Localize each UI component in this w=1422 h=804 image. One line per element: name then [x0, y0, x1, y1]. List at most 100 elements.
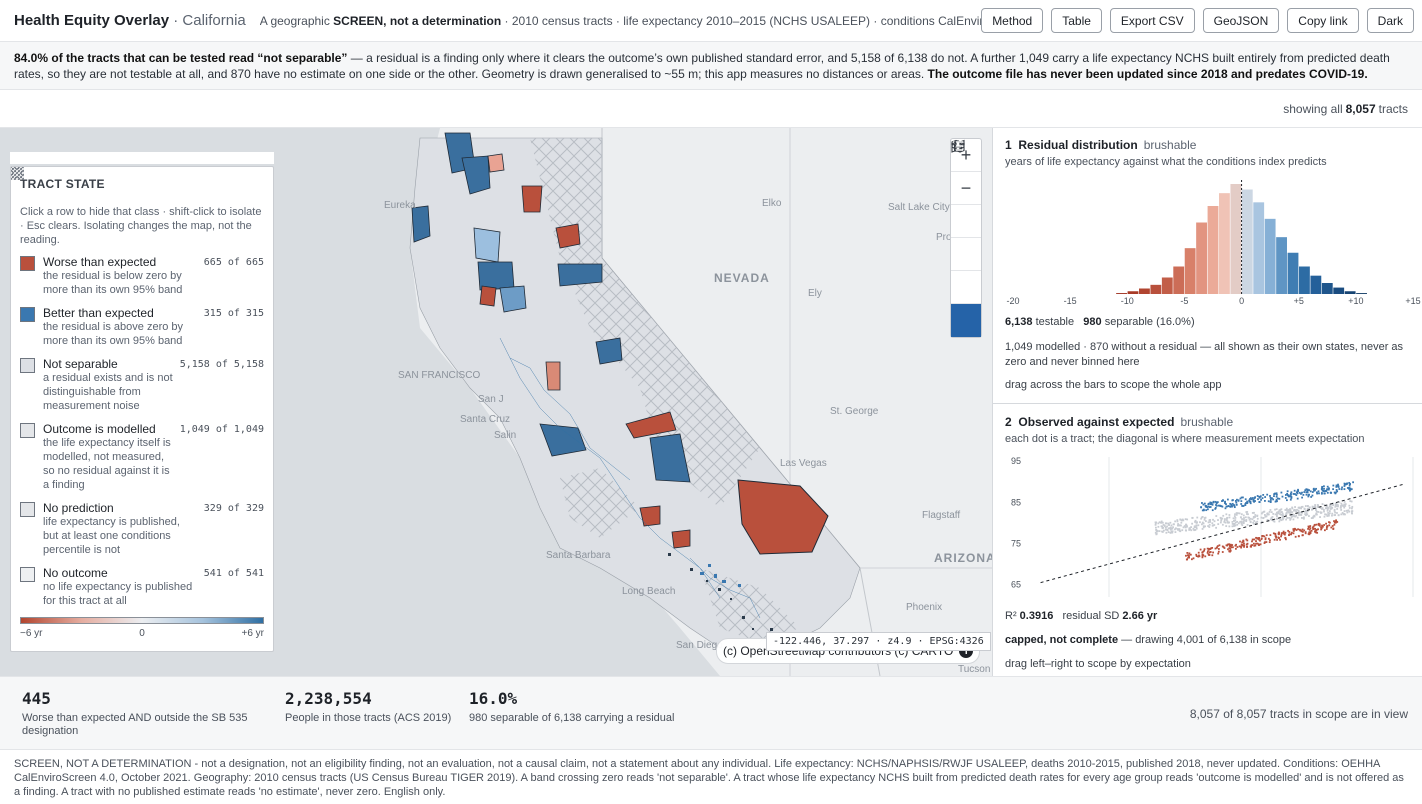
- legend-header-strip: [10, 152, 274, 164]
- basemap-button[interactable]: [951, 139, 981, 304]
- histogram-bar[interactable]: [1344, 291, 1356, 294]
- scatter-point: [1254, 496, 1257, 499]
- scatter-point: [1321, 489, 1324, 492]
- histogram-bar[interactable]: [1253, 202, 1265, 294]
- diagonal-line: [1040, 483, 1406, 584]
- x-tick-label: -10: [1121, 296, 1134, 306]
- histogram-bar[interactable]: [1139, 288, 1150, 295]
- legend-row-no-outcome[interactable]: No outcome no life expectancy is publishe…: [11, 167, 264, 608]
- histogram-bar[interactable]: [1150, 284, 1162, 294]
- histogram-bar[interactable]: [1276, 237, 1287, 294]
- scatter-point: [1304, 489, 1307, 492]
- home-button[interactable]: [951, 140, 981, 238]
- histogram-bar[interactable]: [1333, 287, 1345, 294]
- scatter-point: [1273, 495, 1275, 498]
- scatter-point: [1196, 516, 1199, 519]
- scatter-point: [1317, 524, 1320, 526]
- histogram-bar[interactable]: [1184, 248, 1196, 294]
- scatter-point: [1251, 540, 1253, 543]
- legend-row-not-separable[interactable]: Not separable a residual exists and is no…: [20, 357, 264, 413]
- histogram-bar[interactable]: [1230, 184, 1242, 294]
- histogram-bar[interactable]: [1127, 291, 1139, 294]
- scatter-point: [1336, 521, 1339, 523]
- dark-mode-button[interactable]: Dark: [1366, 8, 1414, 33]
- scatter-point: [1279, 538, 1281, 541]
- histogram-bar[interactable]: [1207, 206, 1219, 294]
- histogram-bar[interactable]: [1173, 266, 1185, 295]
- scatter-point: [1178, 528, 1181, 531]
- scatter-point: [1306, 507, 1309, 510]
- scatter-point: [1244, 504, 1247, 507]
- scatter-point: [1306, 505, 1309, 507]
- method-button[interactable]: Method: [981, 8, 1044, 33]
- scatter-point: [1174, 520, 1177, 523]
- scatter-point: [1245, 519, 1248, 521]
- scatter-point: [1301, 505, 1304, 508]
- scatter-point: [1264, 538, 1267, 541]
- scatter-point: [1326, 508, 1329, 511]
- histogram-bar[interactable]: [1116, 293, 1127, 294]
- scatter-point: [1269, 498, 1272, 501]
- better-swatch: [20, 307, 35, 322]
- scatter-point: [1327, 513, 1330, 516]
- scatter-point: [1208, 506, 1211, 509]
- legend-row-modelled[interactable]: Outcome is modelled the life expectancy i…: [11, 167, 264, 492]
- scatter-point: [1296, 508, 1298, 511]
- scatter-point: [1306, 491, 1309, 494]
- scatter-point: [1258, 501, 1261, 503]
- scatter-point: [1266, 512, 1269, 515]
- layers-button[interactable]: [951, 140, 981, 271]
- legend-row-no-prediction[interactable]: No prediction life expectancy is publishe…: [11, 167, 264, 557]
- export-csv-button[interactable]: Export CSV: [1109, 8, 1195, 33]
- histogram-bar[interactable]: [1356, 293, 1367, 294]
- scatter-point: [1325, 526, 1328, 529]
- histogram-bar[interactable]: [1219, 193, 1230, 294]
- scatter-point: [1229, 505, 1232, 508]
- histogram-bar[interactable]: [1264, 218, 1276, 294]
- cursor-coordinates: -122.446, 37.297 · z4.9 · EPSG:4326: [766, 632, 991, 651]
- scatter-point: [1231, 525, 1234, 528]
- scatter-point: [1224, 500, 1227, 503]
- observed-expected-scatter[interactable]: 70809065758595expected (yr): [993, 445, 1422, 605]
- modelled-swatch: [11, 167, 35, 438]
- legend-toggle-button[interactable]: [951, 141, 981, 337]
- scatter-point: [1264, 537, 1267, 540]
- scatter-point: [1217, 504, 1220, 507]
- scatter-point: [1282, 516, 1285, 519]
- scatter-point: [1206, 547, 1209, 550]
- histogram-bar[interactable]: [1161, 277, 1173, 295]
- scatter-point: [1316, 504, 1319, 506]
- scatter-point: [1290, 497, 1293, 499]
- scatter-point: [1220, 505, 1223, 508]
- scatter-point: [1240, 521, 1243, 524]
- scatter-point: [1290, 531, 1293, 534]
- scatter-point: [1176, 524, 1179, 527]
- histogram-bar[interactable]: [1321, 283, 1333, 294]
- scatter-point: [1333, 508, 1336, 511]
- histogram-bar[interactable]: [1196, 222, 1207, 295]
- scatter-point: [1215, 502, 1218, 505]
- scatter-point: [1243, 517, 1245, 519]
- histogram-bar[interactable]: [1241, 189, 1253, 295]
- map-view[interactable]: Eureka Elko Salt Lake City Pro Ely SAN F…: [0, 128, 992, 676]
- geojson-button[interactable]: GeoJSON: [1202, 8, 1280, 33]
- scatter-point: [1176, 519, 1179, 522]
- toolbar: Method Table Export CSV GeoJSON Copy lin…: [981, 8, 1414, 33]
- zoom-in-button[interactable]: +: [951, 139, 981, 172]
- copy-link-button[interactable]: Copy link: [1287, 8, 1359, 33]
- residual-histogram[interactable]: -20 -15 -10 -5 0 +5 +10 +15: [993, 168, 1422, 328]
- histogram-bar[interactable]: [1299, 266, 1310, 295]
- scatter-point: [1186, 518, 1189, 521]
- histogram-bar[interactable]: [1287, 252, 1299, 294]
- legend-row-worse[interactable]: Worse than expected the residual is below…: [20, 255, 264, 297]
- table-button[interactable]: Table: [1051, 8, 1102, 33]
- scatter-point: [1323, 490, 1325, 493]
- legend-row-better[interactable]: Better than expected the residual is abov…: [20, 306, 264, 348]
- zoom-out-button[interactable]: −: [951, 172, 981, 205]
- histogram-bar[interactable]: [1310, 275, 1322, 294]
- scatter-point: [1193, 529, 1196, 532]
- scatter-point: [1273, 538, 1276, 541]
- panel2-hint: drag left–right to scope by expectation: [1005, 658, 1191, 670]
- scatter-point: [1219, 521, 1222, 524]
- scatter-point: [1171, 527, 1174, 530]
